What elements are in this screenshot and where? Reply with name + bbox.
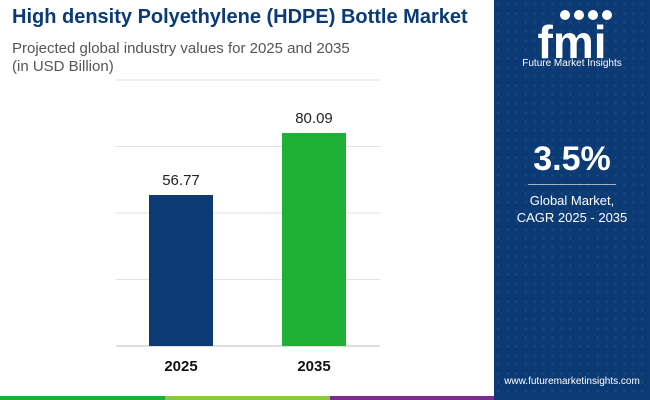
strip-segment-5: [494, 396, 650, 400]
logo-subtitle: Future Market Insights: [522, 58, 622, 69]
subtitle-line-1: Projected global industry values for 202…: [12, 40, 350, 57]
cagr-value: 3.5%: [533, 140, 611, 178]
cagr-divider: [528, 184, 616, 185]
chart-title: High density Polyethylene (HDPE) Bottle …: [12, 6, 468, 28]
chart-subtitle: Projected global industry values for 202…: [12, 40, 350, 76]
cagr-label-line-1: Global Market,: [529, 193, 615, 208]
strip-segment-4: [330, 396, 494, 400]
logo-wordmark: fmi: [538, 16, 607, 68]
value-label-2035: 80.09: [295, 110, 333, 127]
strip-segment-1: [0, 396, 165, 400]
fmi-logo: fmi: [538, 10, 612, 68]
category-label-2025: 2025: [164, 358, 197, 375]
cagr-label: Global Market, CAGR 2025 - 2035: [494, 192, 650, 226]
sidebar-panel: fmi Future Market Insights 3.5% Global M…: [494, 0, 650, 400]
website-link[interactable]: www.futuremarketinsights.com: [504, 376, 640, 387]
bar-2025: [149, 194, 213, 346]
sidebar-dot-pattern: [494, 0, 650, 400]
logo-icons: [560, 10, 612, 20]
bottom-color-strip: [0, 396, 650, 400]
bar-2035: [282, 132, 346, 346]
strip-segment-2: [165, 396, 330, 400]
value-label-2025: 56.77: [162, 172, 200, 189]
subtitle-line-2: (in USD Billion): [12, 58, 114, 75]
bar-chart: 56.77 2025 80.09 2035: [116, 79, 380, 375]
category-label-2035: 2035: [297, 358, 330, 375]
cagr-label-line-2: CAGR 2025 - 2035: [516, 210, 628, 225]
